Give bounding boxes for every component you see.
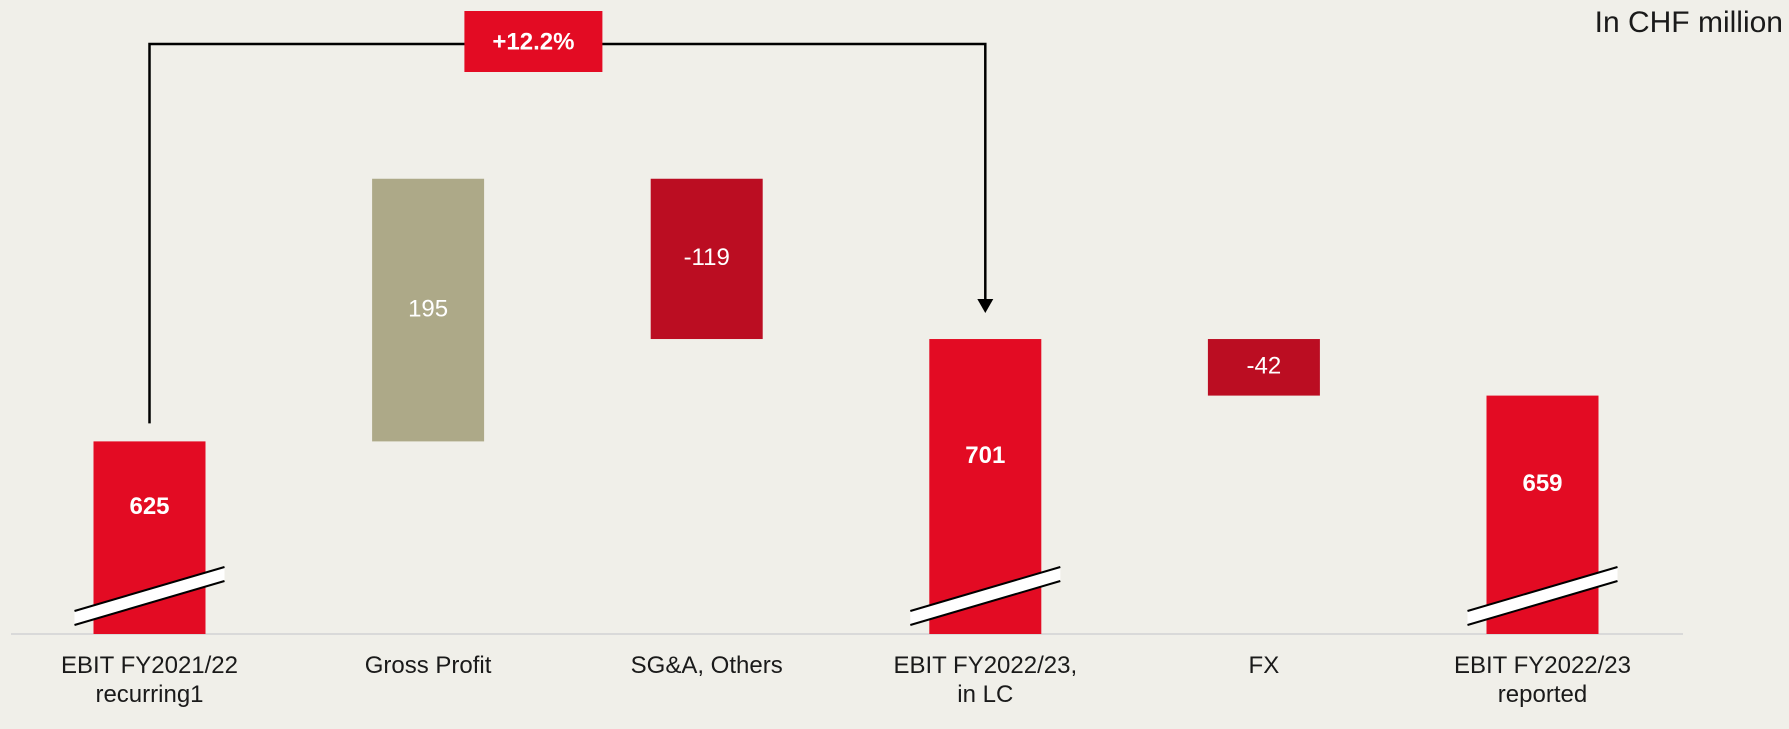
data-label: 625 <box>129 493 169 520</box>
data-label: 659 <box>1522 470 1562 497</box>
annotation-box <box>464 11 603 72</box>
arrow-head <box>977 299 994 314</box>
x-tick-label: EBIT FY2022/23 reported <box>1454 652 1631 708</box>
bar <box>650 178 763 340</box>
x-tick-label: Gross Profit <box>364 652 492 679</box>
x-tick-label: EBIT FY2021/22 recurring1 <box>61 652 238 708</box>
bar <box>372 178 485 442</box>
data-label: 195 <box>408 295 448 322</box>
axis-break <box>910 567 1061 625</box>
x-tick-label: SG&A, Others <box>630 652 783 679</box>
axis-break <box>910 580 1061 626</box>
axis-break <box>910 566 1061 612</box>
annotation: +12.2% <box>492 28 574 55</box>
axis-break <box>1467 580 1618 626</box>
data-label: -119 <box>684 244 730 271</box>
subtitle: In CHF million <box>1594 6 1783 39</box>
axis-break <box>74 566 225 612</box>
axis-break <box>1467 566 1618 612</box>
data-label: -42 <box>1247 353 1282 380</box>
axis-break <box>74 580 225 626</box>
axis-break <box>74 567 225 625</box>
x-tick-label: FX <box>1248 652 1280 679</box>
x-tick-label: EBIT FY2022/23, in LC <box>893 652 1078 708</box>
data-label: 701 <box>965 442 1005 469</box>
bar <box>1207 339 1320 396</box>
bracket <box>148 42 987 424</box>
axis-break <box>1467 567 1618 625</box>
